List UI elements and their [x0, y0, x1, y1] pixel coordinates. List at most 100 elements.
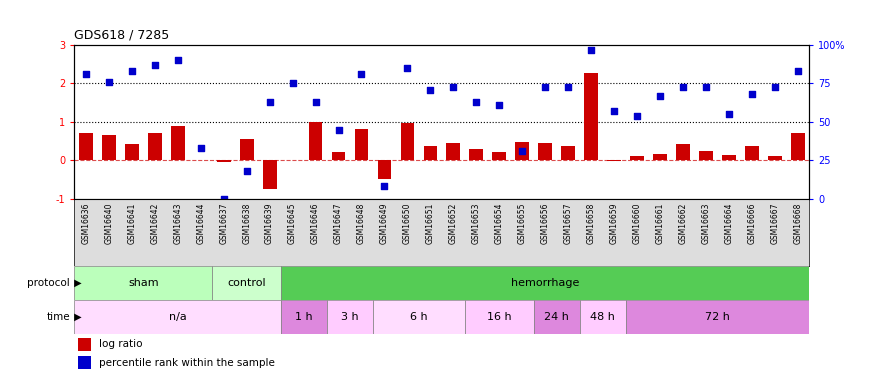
- Text: GSM16653: GSM16653: [472, 202, 481, 244]
- Text: GSM16638: GSM16638: [242, 202, 251, 243]
- Bar: [309, 122, 323, 160]
- Bar: [74, 266, 213, 300]
- Bar: [74, 300, 281, 334]
- Bar: [78, 338, 91, 351]
- Bar: [580, 300, 626, 334]
- Text: 48 h: 48 h: [591, 312, 615, 322]
- Text: GSM16639: GSM16639: [265, 202, 274, 244]
- Point: [630, 113, 644, 119]
- Point: [148, 62, 162, 68]
- Text: protocol: protocol: [27, 278, 70, 288]
- Text: GSM16637: GSM16637: [219, 202, 228, 244]
- Text: GSM16651: GSM16651: [426, 202, 435, 243]
- Text: GDS618 / 7285: GDS618 / 7285: [74, 28, 170, 41]
- Point: [309, 99, 323, 105]
- Point: [607, 108, 621, 114]
- Text: GSM16648: GSM16648: [357, 202, 366, 243]
- Bar: [534, 300, 580, 334]
- Bar: [626, 300, 809, 334]
- Bar: [607, 160, 621, 161]
- Point: [722, 111, 736, 117]
- Text: GSM16650: GSM16650: [402, 202, 412, 244]
- Text: GSM16655: GSM16655: [518, 202, 527, 244]
- Text: GSM16640: GSM16640: [104, 202, 114, 244]
- Text: GSM16661: GSM16661: [655, 202, 665, 243]
- Bar: [194, 159, 207, 160]
- Bar: [354, 129, 368, 160]
- Bar: [78, 356, 91, 369]
- Text: GSM16652: GSM16652: [449, 202, 458, 243]
- Point: [377, 183, 391, 189]
- Text: 1 h: 1 h: [295, 312, 313, 322]
- Text: GSM16664: GSM16664: [724, 202, 733, 244]
- Point: [515, 148, 529, 154]
- Text: GSM16663: GSM16663: [702, 202, 710, 244]
- Bar: [281, 300, 327, 334]
- Point: [791, 68, 805, 74]
- Text: GSM16647: GSM16647: [334, 202, 343, 244]
- Bar: [213, 266, 281, 300]
- Bar: [281, 266, 809, 300]
- Text: GSM16649: GSM16649: [380, 202, 389, 244]
- Bar: [768, 156, 782, 160]
- Text: percentile rank within the sample: percentile rank within the sample: [99, 358, 275, 368]
- Text: GSM16656: GSM16656: [541, 202, 550, 244]
- Bar: [630, 156, 644, 160]
- Point: [102, 79, 116, 85]
- Point: [285, 81, 299, 87]
- Bar: [217, 160, 231, 162]
- Point: [538, 84, 552, 90]
- Text: GSM16654: GSM16654: [494, 202, 504, 244]
- Point: [401, 65, 415, 71]
- Point: [424, 87, 438, 93]
- Point: [768, 84, 782, 90]
- Bar: [538, 143, 552, 160]
- Bar: [746, 147, 759, 160]
- Bar: [102, 135, 116, 160]
- Bar: [378, 160, 391, 179]
- Text: GSM16666: GSM16666: [747, 202, 757, 244]
- Text: control: control: [228, 278, 266, 288]
- Bar: [240, 139, 254, 160]
- Point: [699, 84, 713, 90]
- Bar: [653, 154, 667, 160]
- Bar: [285, 159, 299, 160]
- Point: [469, 99, 483, 105]
- Bar: [465, 300, 534, 334]
- Point: [262, 99, 276, 105]
- Text: ▶: ▶: [71, 278, 81, 288]
- Point: [584, 46, 598, 53]
- Bar: [562, 146, 575, 160]
- Bar: [424, 146, 438, 160]
- Text: GSM16660: GSM16660: [633, 202, 641, 244]
- Point: [125, 68, 139, 74]
- Bar: [327, 300, 373, 334]
- Text: GSM16644: GSM16644: [196, 202, 206, 244]
- Point: [653, 93, 667, 99]
- Point: [240, 168, 254, 174]
- Text: time: time: [46, 312, 70, 322]
- Text: GSM16642: GSM16642: [150, 202, 159, 243]
- Text: 3 h: 3 h: [341, 312, 359, 322]
- Text: GSM16668: GSM16668: [794, 202, 802, 243]
- Bar: [171, 126, 185, 160]
- Text: GSM16657: GSM16657: [564, 202, 573, 244]
- Point: [354, 71, 368, 77]
- Bar: [262, 160, 276, 189]
- Point: [217, 196, 231, 202]
- Bar: [401, 123, 415, 160]
- Bar: [791, 133, 805, 160]
- Text: log ratio: log ratio: [99, 339, 142, 349]
- Bar: [148, 134, 162, 160]
- Bar: [373, 300, 465, 334]
- Text: GSM16641: GSM16641: [127, 202, 136, 243]
- Point: [446, 84, 460, 90]
- Text: hemorrhage: hemorrhage: [511, 278, 579, 288]
- Text: GSM16658: GSM16658: [586, 202, 596, 243]
- Text: sham: sham: [128, 278, 158, 288]
- Text: n/a: n/a: [169, 312, 186, 322]
- Point: [79, 71, 93, 77]
- Text: GSM16662: GSM16662: [678, 202, 688, 243]
- Text: GSM16643: GSM16643: [173, 202, 182, 244]
- Bar: [332, 152, 346, 160]
